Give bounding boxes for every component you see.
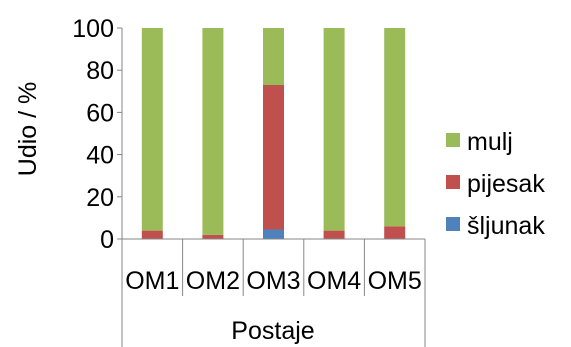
legend-swatch-mulj	[446, 133, 460, 147]
x-axis: OM1 OM2 OM3 OM4 OM5	[121, 238, 426, 347]
bar-segment-šljunak-OM3	[263, 229, 284, 239]
x-axis-title: Postaje	[231, 317, 314, 345]
y-tick-label: 0	[100, 226, 114, 254]
x-category-label: OM3	[246, 267, 300, 295]
y-tick-label: 100	[72, 15, 114, 43]
legend-label-pijesak: pijesak	[467, 170, 545, 198]
legend-label-šljunak: šljunak	[467, 212, 545, 240]
bar-segment-pijesak-OM1	[141, 230, 163, 239]
bar-segment-mulj-OM2	[202, 28, 224, 235]
legend-swatch-pijesak	[446, 175, 460, 189]
plot-area	[141, 28, 406, 239]
bar-segment-mulj-OM4	[323, 28, 345, 231]
y-tick-label: 80	[86, 57, 114, 85]
bar-segment-mulj-OM5	[384, 28, 406, 227]
bar-segment-pijesak-OM4	[323, 230, 345, 239]
x-category-label: OM4	[307, 267, 361, 295]
x-category-label: OM5	[368, 267, 422, 295]
legend-label-mulj: mulj	[467, 128, 513, 156]
y-tick-label: 60	[86, 99, 114, 127]
bar-segment-pijesak-OM3	[263, 85, 284, 230]
legend: mulj pijesak šljunak	[446, 128, 545, 240]
bar-segment-mulj-OM1	[141, 28, 163, 231]
bar-segment-mulj-OM3	[263, 28, 284, 85]
x-category-label: OM1	[125, 267, 179, 295]
x-category-label: OM2	[186, 267, 240, 295]
y-axis-title: Udio / %	[14, 82, 42, 176]
bar-segment-pijesak-OM5	[384, 226, 406, 239]
y-axis: 0 20 40 60 80 100	[72, 15, 123, 254]
legend-swatch-šljunak	[446, 217, 460, 231]
y-tick-label: 20	[86, 184, 114, 212]
bar-segment-pijesak-OM2	[202, 234, 224, 239]
y-tick-label: 40	[86, 142, 114, 170]
